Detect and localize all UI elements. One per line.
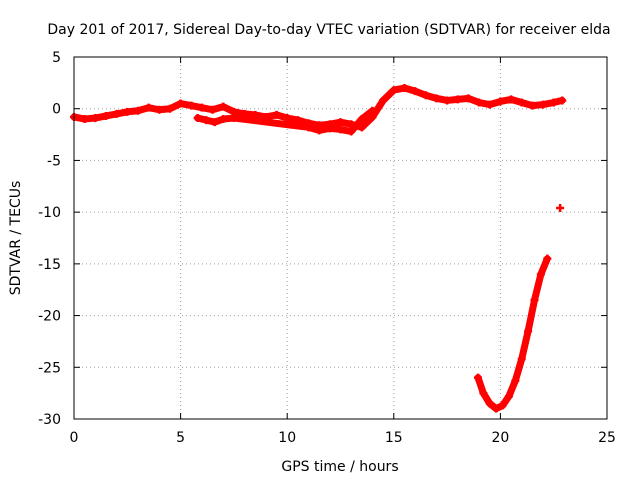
data-point	[197, 103, 206, 112]
data-point	[479, 389, 488, 398]
data-point	[539, 100, 548, 109]
y-tick-label: -15	[38, 257, 61, 273]
series-3	[556, 204, 565, 213]
data-point	[475, 98, 484, 107]
y-axis-label: SDTVAR / TECUs	[8, 181, 24, 296]
data-point	[336, 125, 345, 134]
x-axis-label: GPS time / hours	[281, 459, 398, 475]
x-tick-label: 10	[278, 430, 296, 446]
data-point	[133, 106, 142, 115]
y-tick-label: -5	[47, 153, 61, 169]
data-point	[155, 105, 164, 114]
series-line	[474, 255, 551, 413]
data-point	[347, 127, 356, 136]
data-point	[517, 98, 526, 107]
series-2	[474, 254, 552, 413]
data-point	[524, 327, 533, 336]
data-point	[91, 114, 100, 123]
data-point	[474, 373, 483, 382]
data-point	[543, 254, 552, 263]
x-tick-label: 0	[70, 430, 79, 446]
data-point	[187, 101, 196, 110]
data-point	[336, 118, 345, 127]
x-tick-label: 25	[598, 430, 616, 446]
data-point	[511, 376, 520, 385]
data-point	[498, 401, 507, 410]
data-point	[485, 100, 494, 109]
data-point	[165, 104, 174, 113]
data-point	[229, 114, 238, 123]
data-point	[549, 98, 558, 107]
data-point	[193, 114, 202, 123]
data-point	[208, 105, 217, 114]
data-point	[485, 399, 494, 408]
data-point	[357, 115, 366, 124]
data-point	[325, 124, 334, 133]
data-point	[504, 392, 513, 401]
data-point	[101, 111, 110, 120]
data-point	[379, 96, 388, 105]
data-point	[411, 87, 420, 96]
data-point	[219, 115, 228, 124]
series-0	[70, 84, 567, 132]
chart-title: Day 201 of 2017, Sidereal Day-to-day VTE…	[47, 22, 610, 38]
data-point	[219, 102, 228, 111]
plot-border	[73, 56, 608, 420]
data-point	[112, 109, 121, 118]
y-tick-label: 5	[52, 50, 61, 66]
data-point	[123, 107, 132, 116]
data-point	[176, 99, 185, 108]
data-point	[536, 270, 545, 279]
data-point	[558, 96, 567, 105]
data-point	[315, 126, 324, 135]
y-tick-label: -20	[38, 309, 61, 325]
data-point	[421, 91, 430, 100]
x-tick-label: 20	[491, 430, 509, 446]
data-point	[453, 95, 462, 104]
data-point	[144, 103, 153, 112]
data-point	[304, 123, 313, 132]
y-tick-label: 0	[52, 102, 61, 118]
data-point	[528, 101, 537, 110]
data-point	[496, 97, 505, 106]
data-point	[400, 84, 409, 93]
data-point	[507, 95, 516, 104]
data-point	[202, 116, 211, 125]
data-point	[432, 94, 441, 103]
data-points	[70, 84, 567, 413]
data-point	[464, 94, 473, 103]
y-tick-label: -30	[38, 412, 61, 428]
x-tick-label: 5	[176, 430, 185, 446]
ticks: 0 5 10 15 20 25 5 0 -5 -10 -15 -20 -25 -30	[38, 50, 616, 446]
data-point	[556, 204, 565, 213]
data-point	[443, 96, 452, 105]
data-point	[368, 106, 377, 115]
data-point	[283, 114, 292, 123]
data-point	[210, 118, 219, 127]
series-1	[193, 106, 377, 136]
data-point	[517, 355, 526, 364]
x-tick-label: 15	[385, 430, 403, 446]
y-tick-label: -10	[38, 205, 61, 221]
y-tick-label: -25	[38, 360, 61, 376]
data-point	[530, 296, 539, 305]
data-point	[492, 404, 501, 413]
data-point	[389, 86, 398, 95]
data-point	[272, 110, 281, 119]
data-point	[80, 115, 89, 124]
